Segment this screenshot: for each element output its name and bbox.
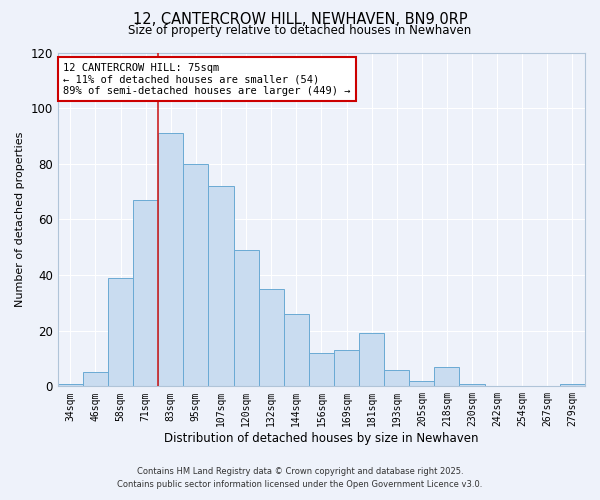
X-axis label: Distribution of detached houses by size in Newhaven: Distribution of detached houses by size … [164, 432, 479, 445]
Bar [58, 384, 83, 386]
Bar [384, 370, 409, 386]
Text: 12, CANTERCROW HILL, NEWHAVEN, BN9 0RP: 12, CANTERCROW HILL, NEWHAVEN, BN9 0RP [133, 12, 467, 28]
Bar [233, 250, 259, 386]
Text: Size of property relative to detached houses in Newhaven: Size of property relative to detached ho… [128, 24, 472, 37]
Bar [359, 334, 384, 386]
Bar [334, 350, 359, 387]
Y-axis label: Number of detached properties: Number of detached properties [15, 132, 25, 307]
Bar [284, 314, 309, 386]
Bar [208, 186, 233, 386]
Bar [409, 381, 434, 386]
Bar [83, 372, 108, 386]
Bar [108, 278, 133, 386]
Bar [259, 289, 284, 386]
Text: 12 CANTERCROW HILL: 75sqm
← 11% of detached houses are smaller (54)
89% of semi-: 12 CANTERCROW HILL: 75sqm ← 11% of detac… [63, 62, 350, 96]
Bar [460, 384, 485, 386]
Bar [158, 133, 184, 386]
Bar [434, 367, 460, 386]
Bar [560, 384, 585, 386]
Text: Contains HM Land Registry data © Crown copyright and database right 2025.
Contai: Contains HM Land Registry data © Crown c… [118, 468, 482, 489]
Bar [309, 353, 334, 386]
Bar [184, 164, 208, 386]
Bar [133, 200, 158, 386]
